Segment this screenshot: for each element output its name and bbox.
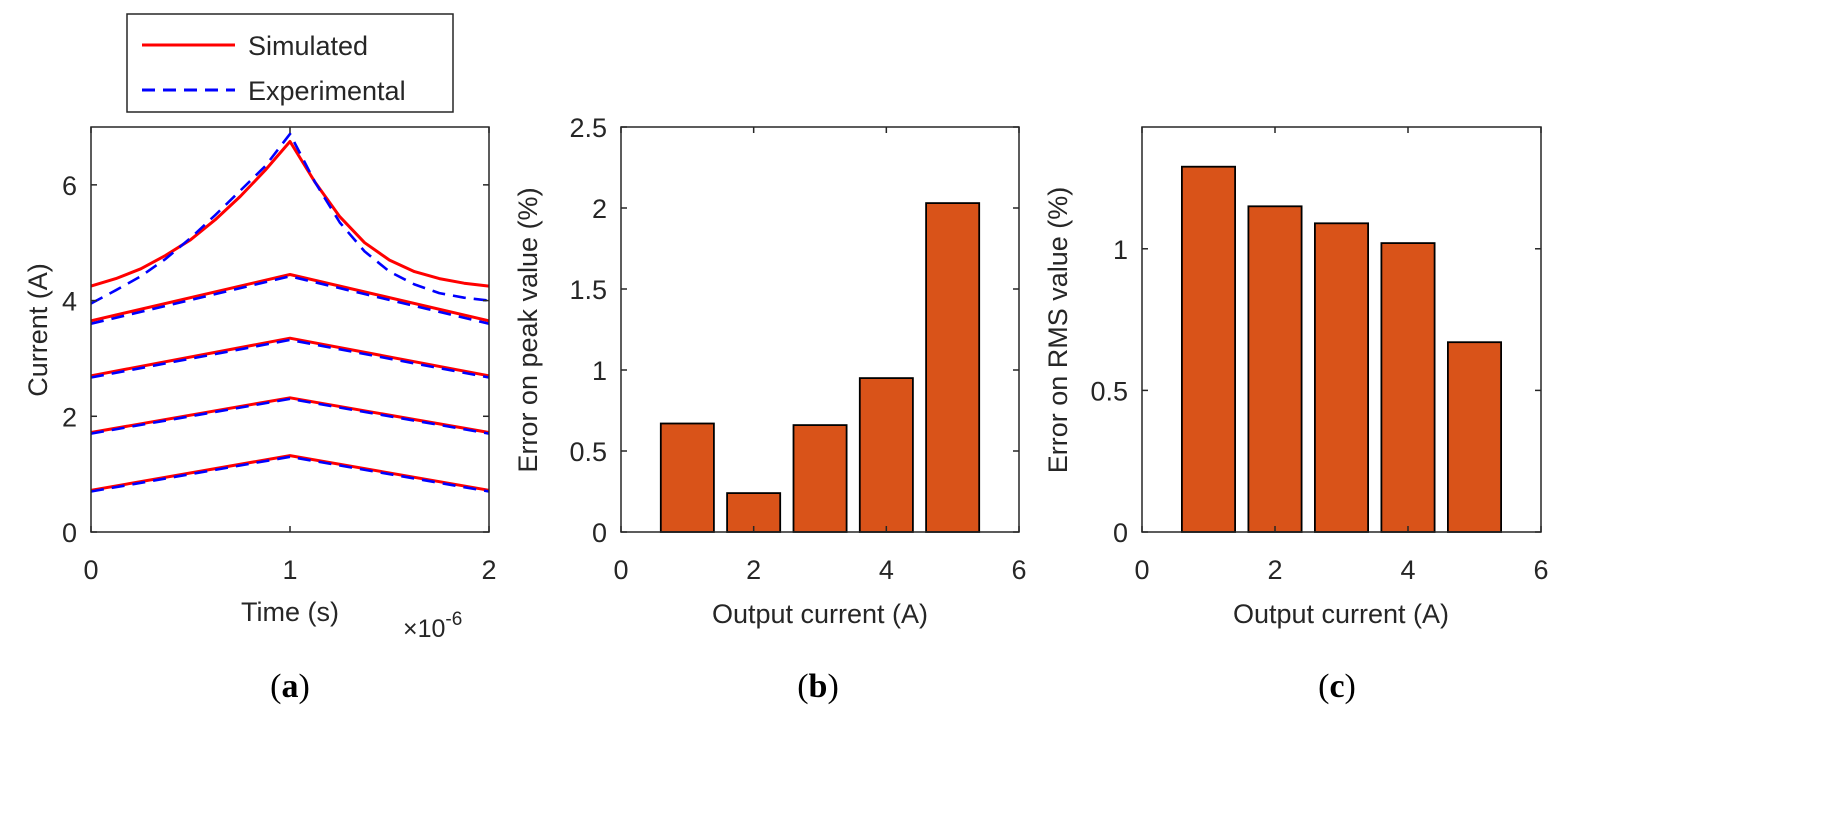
- panel-c-xlabel: Output current (A): [1233, 599, 1449, 629]
- simulated-line: [90, 396, 490, 434]
- panel-a: 0 1 2 0 2 4 6 Time (s) Current (A) ×10-6 (a): [23, 126, 497, 705]
- panel-b-bars: [659, 202, 981, 533]
- panel-b-xlabel: Output current (A): [712, 599, 928, 629]
- panel-b-axes-box: [620, 126, 1020, 533]
- panel-a-ylabel: Current (A): [23, 263, 53, 397]
- panel-c-ticks: 0 2 4 6 0 0.5 1: [1090, 127, 1549, 585]
- panel-a-label: (a): [270, 668, 310, 705]
- bar: [1247, 205, 1303, 533]
- y-tick-label: 1: [592, 356, 607, 386]
- x-tick-label: 2: [746, 555, 761, 585]
- panel-c-ylabel: Error on RMS value (%): [1043, 187, 1073, 474]
- bar: [1181, 165, 1237, 533]
- panel-b-ticks: 0 2 4 6 0 0.5 1 1.5 2 2.5: [569, 113, 1026, 585]
- legend-label-simulated: Simulated: [248, 31, 368, 61]
- bar: [659, 422, 715, 533]
- x-tick-label: 2: [481, 555, 496, 585]
- panel-a-letter: a: [282, 668, 299, 705]
- y-tick-label: 0: [592, 518, 607, 548]
- experimental-line: [90, 132, 490, 305]
- experimental-line: [90, 274, 490, 325]
- experimental-line: [90, 455, 490, 493]
- simulated-line: [90, 454, 490, 492]
- experimental-line: [90, 338, 490, 379]
- legend-label-experimental: Experimental: [248, 76, 406, 106]
- y-tick-label: 0.5: [1090, 376, 1128, 406]
- y-tick-label: 0.5: [569, 437, 607, 467]
- y-tick-label: 6: [62, 171, 77, 201]
- panel-a-ticks: 0 1 2 0 2 4 6: [62, 127, 497, 585]
- x-tick-label: 4: [1400, 555, 1415, 585]
- bar: [792, 424, 848, 533]
- x-tick-label: 0: [1134, 555, 1149, 585]
- x-multiplier-base: ×10: [403, 615, 445, 643]
- x-multiplier-exponent: -6: [445, 609, 462, 630]
- y-tick-label: 2.5: [569, 113, 607, 143]
- panel-b-letter: b: [809, 668, 828, 705]
- legend-box: [126, 13, 454, 113]
- panel-a-x-multiplier: ×10-6: [403, 609, 462, 643]
- panel-c-letter: c: [1329, 668, 1344, 705]
- panel-b: 0 2 4 6 0 0.5 1 1.5 2 2.5 Output current (A) Erro…: [513, 113, 1027, 705]
- panel-a-series: [90, 132, 490, 493]
- panel-b-ylabel: Error on peak value (%): [513, 187, 543, 472]
- panel-c-label: (c): [1318, 668, 1356, 705]
- x-tick-label: 0: [613, 555, 628, 585]
- simulated-line: [90, 336, 490, 378]
- x-tick-label: 6: [1533, 555, 1548, 585]
- panel-a-xlabel: Time (s): [241, 597, 339, 627]
- bar: [726, 492, 782, 533]
- simulated-line: [90, 140, 490, 288]
- y-tick-label: 2: [592, 194, 607, 224]
- legend: Simulated Experimental: [126, 13, 454, 113]
- x-tick-label: 1: [282, 555, 297, 585]
- y-tick-label: 0: [1113, 518, 1128, 548]
- panel-b-label: (b): [797, 668, 839, 705]
- y-tick-label: 4: [62, 287, 77, 317]
- x-tick-label: 0: [83, 555, 98, 585]
- bar: [1380, 242, 1436, 533]
- x-tick-label: 4: [879, 555, 894, 585]
- x-tick-label: 6: [1011, 555, 1026, 585]
- y-tick-label: 1: [1113, 235, 1128, 265]
- panel-c-bars: [1181, 165, 1503, 533]
- simulated-line: [90, 273, 490, 323]
- y-tick-label: 2: [62, 402, 77, 432]
- y-tick-label: 0: [62, 518, 77, 548]
- panel-c-axes-box: [1141, 126, 1542, 533]
- experimental-line: [90, 397, 490, 435]
- bar: [858, 377, 914, 533]
- bar: [1447, 341, 1503, 533]
- x-tick-label: 2: [1267, 555, 1282, 585]
- bar: [1314, 222, 1370, 533]
- y-tick-label: 1.5: [569, 275, 607, 305]
- bar: [925, 202, 981, 533]
- panel-c: 0 2 4 6 0 0.5 1 Output current (A) Error on RM…: [1043, 126, 1549, 705]
- panel-a-axes-box: [90, 126, 490, 533]
